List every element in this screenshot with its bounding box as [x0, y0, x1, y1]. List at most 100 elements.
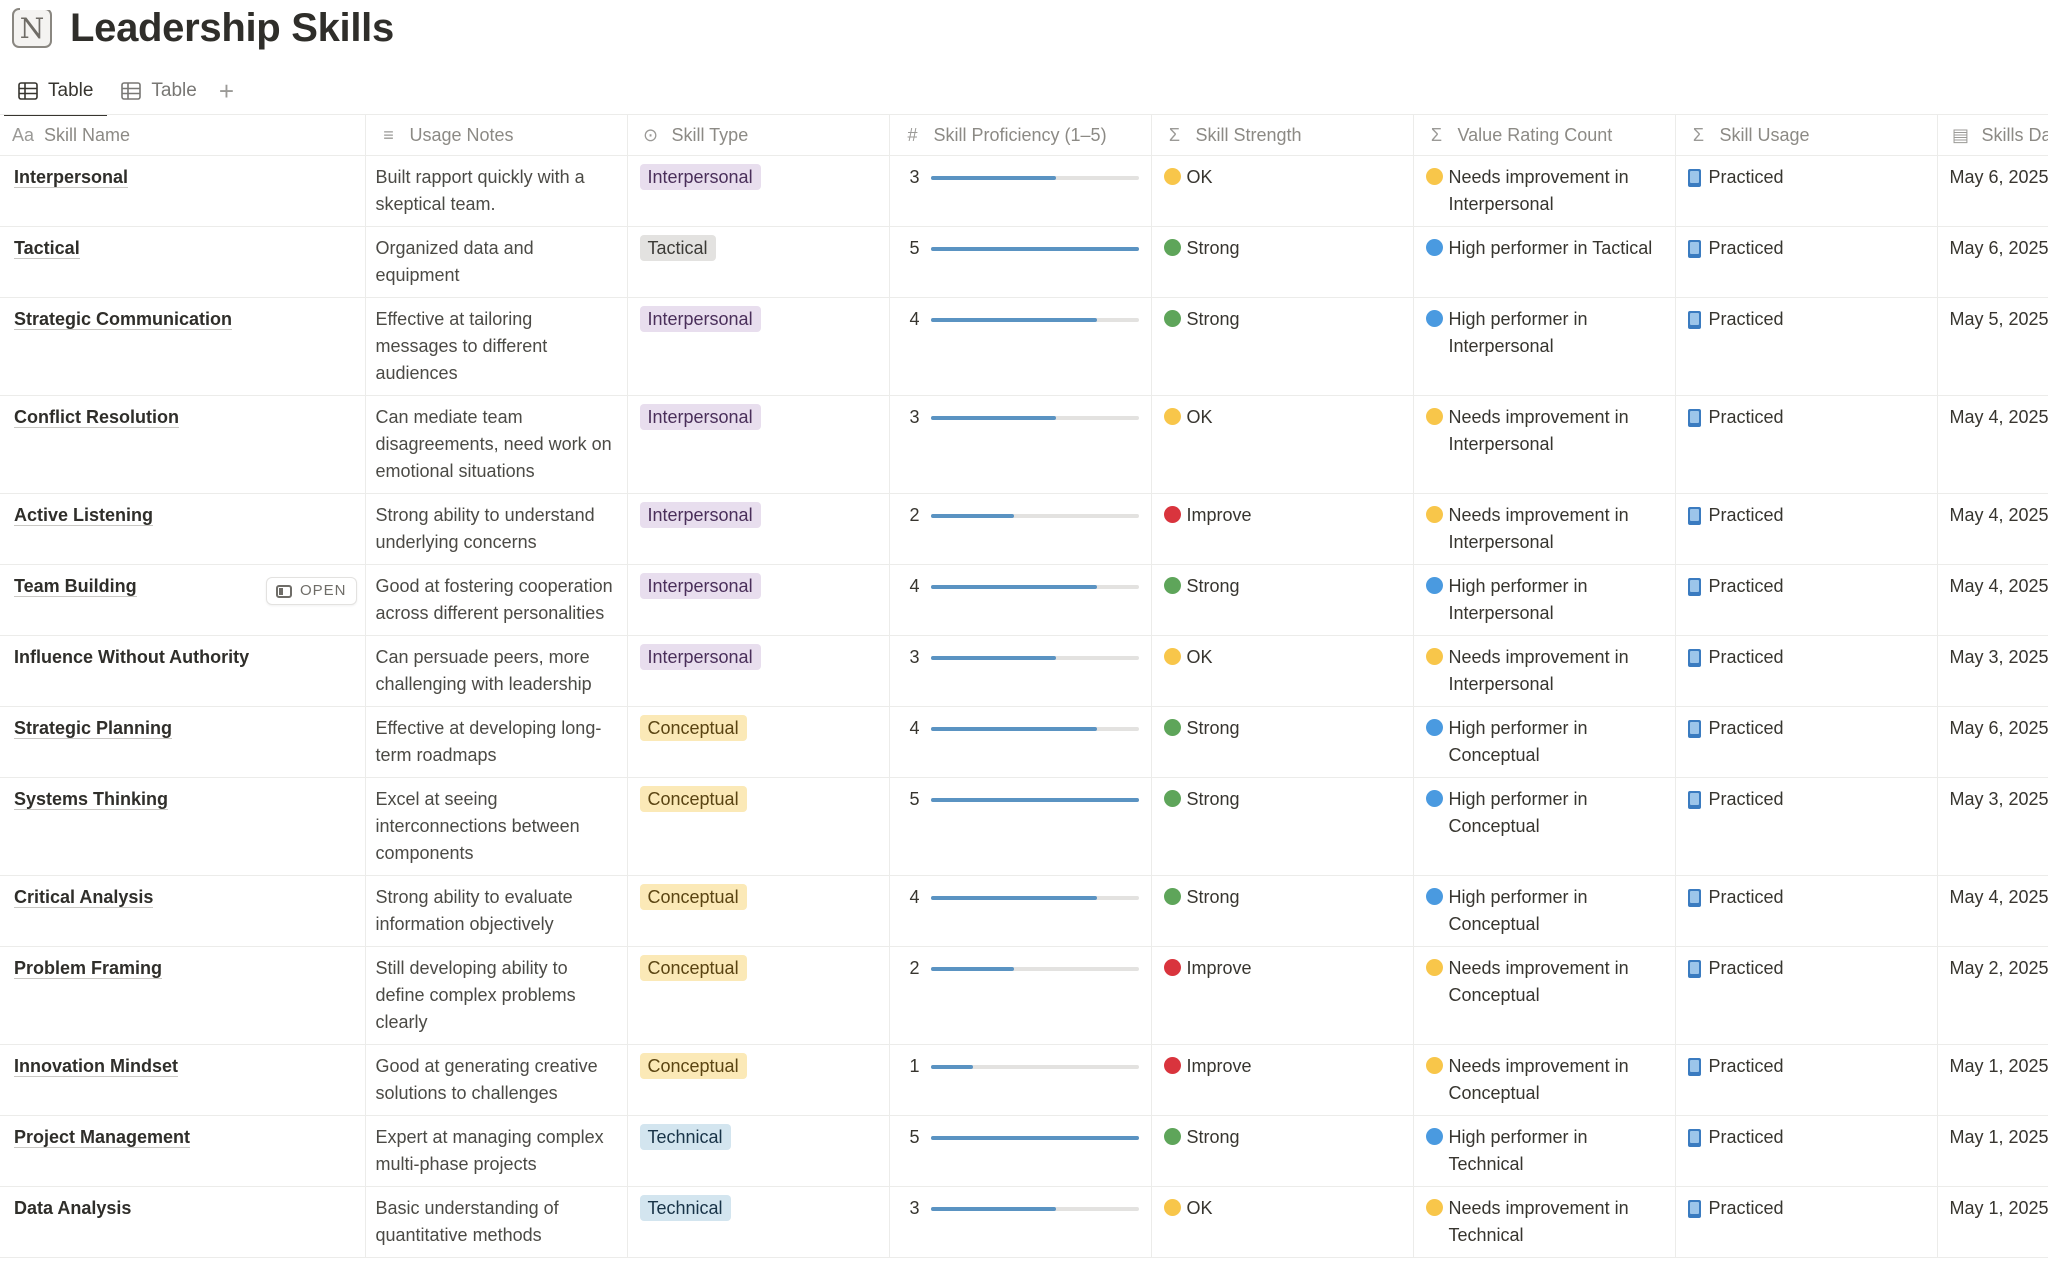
table-row[interactable]: Interpersonal Built rapport quickly with … [0, 155, 2048, 227]
usage-notes-cell[interactable]: Good at generating creative solutions to… [365, 1044, 628, 1116]
skill-strength-cell[interactable]: Improve [1151, 946, 1414, 1045]
proficiency-cell[interactable]: 4 [889, 297, 1152, 396]
proficiency-cell[interactable]: 1 [889, 1044, 1152, 1116]
proficiency-cell[interactable]: 5 [889, 777, 1152, 876]
skill-name[interactable]: Team Building [14, 576, 137, 597]
skill-name-cell[interactable]: Systems Thinking [0, 777, 366, 876]
value-rating-cell[interactable]: High performer in Conceptual [1413, 706, 1676, 778]
skill-usage-cell[interactable]: Practiced [1675, 493, 1938, 565]
skill-type-cell[interactable]: Interpersonal [627, 155, 890, 227]
value-rating-cell[interactable]: Needs improvement in Conceptual [1413, 946, 1676, 1045]
usage-notes-cell[interactable]: Built rapport quickly with a skeptical t… [365, 155, 628, 227]
skill-type-cell[interactable]: Conceptual [627, 777, 890, 876]
skill-usage-cell[interactable]: Practiced [1675, 297, 1938, 396]
skill-name-cell[interactable]: Project Management [0, 1115, 366, 1187]
table-row[interactable]: Influence Without Authority Can persuade … [0, 635, 2048, 707]
proficiency-cell[interactable]: 5 [889, 226, 1152, 298]
skill-name[interactable]: Interpersonal [14, 167, 129, 188]
usage-notes-cell[interactable]: Effective at developing long-term roadma… [365, 706, 628, 778]
skill-name-cell[interactable]: Influence Without Authority [0, 635, 366, 707]
usage-notes-cell[interactable]: Strong ability to evaluate information o… [365, 875, 628, 947]
skill-usage-cell[interactable]: Practiced [1675, 706, 1938, 778]
usage-notes-cell[interactable]: Can persuade peers, more challenging wit… [365, 635, 628, 707]
skill-name-cell[interactable]: Conflict Resolution [0, 395, 366, 494]
skills-date-cell[interactable]: May 3, 2025 [1937, 777, 2048, 876]
table-row[interactable]: Strategic Planning Effective at developin… [0, 706, 2048, 778]
tab-table-1[interactable]: Table [4, 70, 108, 116]
skill-name-cell[interactable]: Active Listening [0, 493, 366, 565]
usage-notes-cell[interactable]: Expert at managing complex multi-phase p… [365, 1115, 628, 1187]
skill-type-cell[interactable]: Interpersonal [627, 297, 890, 396]
column-header-date[interactable]: ▤ Skills Dat [1937, 114, 2048, 156]
usage-notes-cell[interactable]: Organized data and equipment [365, 226, 628, 298]
skill-strength-cell[interactable]: OK [1151, 395, 1414, 494]
skills-date-cell[interactable]: May 6, 2025 [1937, 155, 2048, 227]
proficiency-cell[interactable]: 4 [889, 706, 1152, 778]
skill-usage-cell[interactable]: Practiced [1675, 777, 1938, 876]
skill-type-cell[interactable]: Technical [627, 1186, 890, 1258]
skill-name[interactable]: Problem Framing [14, 958, 163, 979]
table-row[interactable]: Active Listening Strong ability to unders… [0, 493, 2048, 565]
tab-table-2[interactable]: Table [107, 70, 210, 112]
table-row[interactable]: Systems Thinking Excel at seeing intercon… [0, 777, 2048, 876]
add-view-button[interactable]: + [218, 76, 235, 106]
skill-strength-cell[interactable]: OK [1151, 155, 1414, 227]
skill-type-cell[interactable]: Conceptual [627, 875, 890, 947]
value-rating-cell[interactable]: Needs improvement in Interpersonal [1413, 155, 1676, 227]
usage-notes-cell[interactable]: Good at fostering cooperation across dif… [365, 564, 628, 636]
skill-strength-cell[interactable]: Strong [1151, 564, 1414, 636]
column-header-proficiency[interactable]: # Skill Proficiency (1–5) [889, 114, 1152, 156]
skill-strength-cell[interactable]: Strong [1151, 777, 1414, 876]
column-header-notes[interactable]: ≡ Usage Notes [365, 114, 628, 156]
usage-notes-cell[interactable]: Still developing ability to define compl… [365, 946, 628, 1045]
skill-name-cell[interactable]: Problem Framing [0, 946, 366, 1045]
skill-name-cell[interactable]: Interpersonal [0, 155, 366, 227]
skill-usage-cell[interactable]: Practiced [1675, 1186, 1938, 1258]
skill-name[interactable]: Strategic Communication [14, 309, 233, 330]
skill-type-cell[interactable]: Interpersonal [627, 635, 890, 707]
skill-usage-cell[interactable]: Practiced [1675, 635, 1938, 707]
skill-usage-cell[interactable]: Practiced [1675, 155, 1938, 227]
skills-date-cell[interactable]: May 2, 2025 [1937, 946, 2048, 1045]
skill-strength-cell[interactable]: Strong [1151, 297, 1414, 396]
value-rating-cell[interactable]: High performer in Conceptual [1413, 777, 1676, 876]
skill-name[interactable]: Data Analysis [14, 1198, 132, 1218]
skills-date-cell[interactable]: May 6, 2025 [1937, 706, 2048, 778]
column-header-name[interactable]: Aa Skill Name [0, 114, 366, 156]
skill-strength-cell[interactable]: OK [1151, 1186, 1414, 1258]
skill-type-cell[interactable]: Technical [627, 1115, 890, 1187]
skill-name[interactable]: Influence Without Authority [14, 647, 250, 667]
skill-usage-cell[interactable]: Practiced [1675, 1044, 1938, 1116]
skills-date-cell[interactable]: May 6, 2025 [1937, 226, 2048, 298]
skill-name-cell[interactable]: Team Building OPEN [0, 564, 366, 636]
skill-strength-cell[interactable]: Strong [1151, 706, 1414, 778]
skill-name[interactable]: Conflict Resolution [14, 407, 179, 428]
skill-name[interactable]: Systems Thinking [14, 789, 169, 810]
usage-notes-cell[interactable]: Basic understanding of quantitative meth… [365, 1186, 628, 1258]
skill-type-cell[interactable]: Interpersonal [627, 395, 890, 494]
skill-name[interactable]: Project Management [14, 1127, 191, 1148]
skill-type-cell[interactable]: Conceptual [627, 1044, 890, 1116]
proficiency-cell[interactable]: 3 [889, 395, 1152, 494]
table-row[interactable]: Team Building OPEN Good at fostering coope… [0, 564, 2048, 636]
skills-date-cell[interactable]: May 4, 2025 [1937, 564, 2048, 636]
open-page-button[interactable]: OPEN [265, 577, 357, 605]
table-row[interactable]: Tactical Organized data and equipment Tact… [0, 226, 2048, 298]
skills-date-cell[interactable]: May 4, 2025 [1937, 395, 2048, 494]
value-rating-cell[interactable]: Needs improvement in Interpersonal [1413, 395, 1676, 494]
skill-strength-cell[interactable]: OK [1151, 635, 1414, 707]
proficiency-cell[interactable]: 4 [889, 875, 1152, 947]
proficiency-cell[interactable]: 3 [889, 635, 1152, 707]
skill-name[interactable]: Critical Analysis [14, 887, 154, 908]
value-rating-cell[interactable]: High performer in Interpersonal [1413, 297, 1676, 396]
column-header-type[interactable]: ⊙ Skill Type [627, 114, 890, 156]
value-rating-cell[interactable]: High performer in Interpersonal [1413, 564, 1676, 636]
skill-name-cell[interactable]: Critical Analysis [0, 875, 366, 947]
value-rating-cell[interactable]: Needs improvement in Technical [1413, 1186, 1676, 1258]
skill-usage-cell[interactable]: Practiced [1675, 875, 1938, 947]
skill-usage-cell[interactable]: Practiced [1675, 395, 1938, 494]
skill-type-cell[interactable]: Conceptual [627, 706, 890, 778]
table-row[interactable]: Project Management Expert at managing com… [0, 1115, 2048, 1187]
skill-usage-cell[interactable]: Practiced [1675, 946, 1938, 1045]
skill-type-cell[interactable]: Interpersonal [627, 564, 890, 636]
